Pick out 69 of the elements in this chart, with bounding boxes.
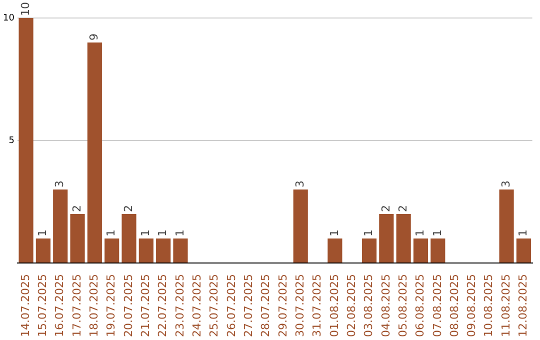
x-tick-label: 12.08.2025: [516, 274, 530, 338]
x-tick-label: 06.08.2025: [414, 274, 427, 338]
data-label: 1: [430, 230, 444, 237]
x-tick-label: 10.08.2025: [482, 274, 496, 338]
bar: [156, 238, 171, 263]
data-label: 2: [396, 205, 410, 212]
x-tick-label: 19.07.2025: [104, 274, 118, 338]
bar: [18, 18, 34, 263]
x-tick-label: 15.07.2025: [36, 274, 50, 338]
data-label: 10: [18, 2, 32, 16]
x-tick-label: 17.07.2025: [70, 274, 84, 338]
x-tick-label: 05.08.2025: [396, 274, 410, 338]
x-tick-label: 25.07.2025: [208, 274, 221, 338]
data-label: 9: [88, 34, 101, 40]
bar: [70, 214, 85, 263]
bar: [396, 214, 411, 263]
x-tick-label: 03.08.2025: [362, 274, 376, 338]
data-label: 1: [516, 230, 530, 237]
x-tick-label: 02.08.2025: [344, 274, 358, 338]
x-tick-label: 30.07.2025: [293, 274, 306, 338]
bar: [516, 238, 531, 263]
x-tick-label: 01.08.2025: [328, 274, 341, 338]
data-label: 2: [122, 205, 135, 212]
x-tick-label: 28.07.2025: [259, 274, 272, 338]
bar: [328, 238, 342, 263]
bar: [87, 42, 102, 263]
x-tick-label: 20.07.2025: [122, 274, 135, 338]
bar: [53, 190, 68, 263]
bar: [499, 190, 514, 263]
x-tick-label: 11.08.2025: [499, 274, 512, 338]
x-tick-label: 22.07.2025: [156, 274, 170, 338]
x-tick-label: 23.07.2025: [173, 274, 186, 338]
bar: [138, 238, 154, 263]
data-label: 1: [362, 230, 376, 237]
x-tick-label: 09.08.2025: [465, 274, 478, 338]
bar: [122, 214, 136, 263]
bar: [293, 190, 308, 263]
bar: [173, 238, 188, 263]
data-label: 1: [36, 230, 50, 237]
x-tick-label: 21.07.2025: [139, 274, 152, 338]
x-tick-label: 04.08.2025: [379, 274, 392, 338]
x-tick-label: 07.08.2025: [430, 274, 444, 338]
bar: [430, 238, 446, 263]
data-label: 1: [328, 230, 341, 237]
x-tick-label: 29.07.2025: [276, 274, 290, 338]
y-tick-label: 5: [8, 136, 14, 146]
bar: [413, 238, 428, 263]
data-label: 3: [53, 180, 66, 188]
data-label: 1: [173, 230, 186, 237]
data-label: 1: [104, 230, 118, 237]
bar: [36, 238, 50, 263]
bar: [104, 238, 120, 263]
x-tick-label: 27.07.2025: [242, 274, 255, 338]
data-label: 3: [499, 180, 512, 188]
bar: [379, 214, 394, 263]
data-label: 1: [139, 230, 152, 237]
x-tick-label: 31.07.2025: [310, 274, 324, 338]
x-tick-label: 08.08.2025: [448, 274, 461, 338]
data-label: 2: [379, 205, 392, 212]
data-label: 3: [293, 180, 306, 188]
x-tick-label: 18.07.2025: [88, 274, 101, 338]
data-label: 2: [70, 205, 84, 212]
x-tick-label: 24.07.2025: [190, 274, 204, 338]
data-label: 1: [156, 230, 170, 237]
bar: [362, 238, 377, 263]
x-tick-label: 26.07.2025: [224, 274, 238, 338]
data-label: 1: [414, 230, 427, 237]
x-tick-label: 14.07.2025: [18, 274, 32, 338]
x-tick-label: 16.07.2025: [53, 274, 66, 338]
